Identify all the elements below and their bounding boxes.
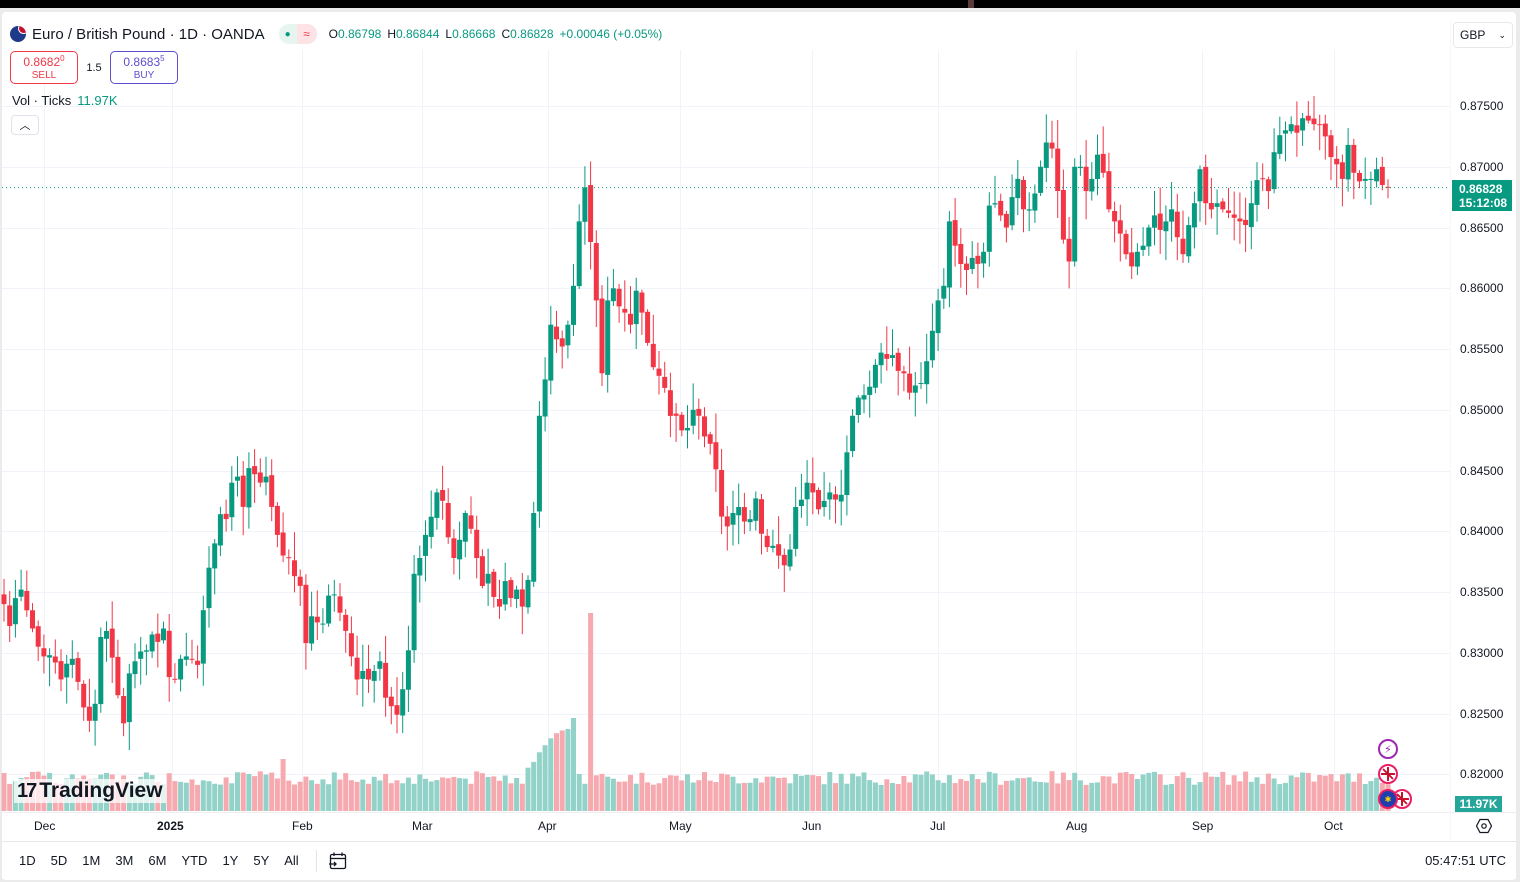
tradingview-logo[interactable]: 17 TradingView xyxy=(14,779,166,803)
change-value: +0.00046 (+0.05%) xyxy=(559,27,663,41)
uk-flag-icon xyxy=(1395,792,1409,806)
price-axis-label: 0.82500 xyxy=(1460,706,1504,721)
price-axis-label: 0.84000 xyxy=(1460,524,1504,539)
candles xyxy=(1,96,1391,751)
range-button-6m[interactable]: 6M xyxy=(148,853,167,868)
uk-flag-icon xyxy=(1381,767,1395,781)
price-axis-label: 0.83000 xyxy=(1460,645,1504,660)
close-value: 0.86828 xyxy=(510,27,554,41)
volume-legend[interactable]: Vol · Ticks 11.97K xyxy=(12,93,118,108)
time-axis-label: May xyxy=(669,819,692,833)
sell-label: SELL xyxy=(31,70,57,81)
price-axis-label: 0.84500 xyxy=(1460,463,1504,478)
time-axis-label: Sep xyxy=(1192,819,1214,833)
tradingview-logo-text: TradingView xyxy=(39,779,163,802)
currency-value: GBP xyxy=(1460,28,1486,42)
time-axis-label: 2025 xyxy=(157,819,184,833)
toolbar-divider xyxy=(315,849,317,872)
time-axis-label: Jul xyxy=(930,819,946,833)
time-axis-label: Mar xyxy=(412,819,433,833)
price-axis-label: 0.87000 xyxy=(1460,159,1504,174)
eur-gbp-flag-icon xyxy=(10,26,26,42)
range-button-1y[interactable]: 1Y xyxy=(222,853,239,868)
chevron-up-icon: ︿ xyxy=(19,119,31,132)
high-value: 0.86844 xyxy=(396,27,440,41)
sell-price-pipette: 0 xyxy=(60,54,65,63)
symbol-legend: Euro / British Pound · 1D · OANDA ● ≈ O0… xyxy=(10,24,662,44)
range-button-1m[interactable]: 1M xyxy=(82,853,101,868)
time-axis-label: Dec xyxy=(34,819,56,833)
price-axis-label: 0.83500 xyxy=(1460,585,1504,599)
buy-button[interactable]: 0.86835 BUY xyxy=(110,51,178,84)
chart-panel xyxy=(2,12,1516,880)
range-button-all[interactable]: All xyxy=(284,853,299,868)
utc-clock[interactable]: 05:47:51 UTC xyxy=(1425,853,1506,868)
time-axis-label: Aug xyxy=(1066,819,1088,833)
time-axis-label: Feb xyxy=(292,819,313,833)
open-label: O xyxy=(328,27,338,41)
open-value: 0.86798 xyxy=(337,27,382,41)
low-value: 0.86668 xyxy=(452,27,496,41)
top-bar-marker xyxy=(968,0,974,8)
bar-countdown: 15:12:08 xyxy=(1459,196,1508,210)
range-button-ytd[interactable]: YTD xyxy=(181,853,208,868)
high-label: H xyxy=(387,27,396,41)
eu-stars-icon: ✱ xyxy=(1384,794,1392,804)
volume-legend-value: 11.97K xyxy=(77,93,118,108)
lightning-event-icon[interactable]: ⚡ xyxy=(1378,739,1398,759)
sell-button[interactable]: 0.86820 SELL xyxy=(10,51,78,84)
market-open-dot-icon: ● xyxy=(284,28,291,40)
ohlc-values: O0.86798 H0.86844 L0.86668 C0.86828 +0.0… xyxy=(329,27,663,41)
eu-event-icon[interactable]: ✱ xyxy=(1378,789,1398,809)
window-top-bar xyxy=(0,0,1520,8)
collapse-legend-button[interactable]: ︿ xyxy=(11,115,39,135)
price-axis-label: 0.85500 xyxy=(1460,342,1504,356)
market-status-pill[interactable]: ● ≈ xyxy=(278,24,317,44)
price-axis-label: 0.82000 xyxy=(1460,767,1504,782)
spread-value: 1.5 xyxy=(86,61,102,74)
price-axis-label: 0.87500 xyxy=(1460,99,1504,113)
range-button-5d[interactable]: 5D xyxy=(50,853,68,868)
range-button-1d[interactable]: 1D xyxy=(19,853,36,868)
close-label: C xyxy=(501,27,511,41)
buy-price-pipette: 5 xyxy=(160,54,165,63)
volume-badge: 11.97K xyxy=(1455,796,1502,812)
date-range-buttons: 1D 5D 1M 3M 6M YTD 1Y 5Y All xyxy=(2,849,302,872)
time-axis-label: Oct xyxy=(1324,819,1343,833)
price-axis-label: 0.86000 xyxy=(1460,281,1504,296)
buy-price: 0.8683 xyxy=(123,55,161,69)
time-axis-label: Apr xyxy=(538,819,557,833)
price-axis-label: 0.86500 xyxy=(1460,220,1504,235)
buy-label: BUY xyxy=(133,70,155,81)
volume-legend-label: Vol · Ticks xyxy=(12,93,72,108)
chevron-down-icon: ⌄ xyxy=(1498,29,1506,40)
time-axis-label: Jun xyxy=(802,819,822,833)
range-button-3m[interactable]: 3M xyxy=(115,853,134,868)
price-axis-label: 0.85000 xyxy=(1460,402,1504,417)
uk-event-icon[interactable] xyxy=(1378,764,1398,784)
last-price-value: 0.86828 xyxy=(1459,182,1503,196)
symbol-title[interactable]: Euro / British Pound · 1D · OANDA xyxy=(32,25,265,43)
chart-settings-icon[interactable] xyxy=(1475,818,1493,834)
delayed-data-icon: ≈ xyxy=(296,24,317,44)
trade-buttons: 0.86820 SELL 1.5 0.86835 BUY xyxy=(10,51,178,84)
sell-price: 0.8682 xyxy=(23,55,61,69)
currency-select[interactable]: GBP ⌄ xyxy=(1453,22,1513,48)
last-price-label: 0.86828 15:12:08 xyxy=(1452,180,1512,211)
tradingview-logo-icon: 17 xyxy=(17,779,37,802)
bottom-toolbar: 1D 5D 1M 3M 6M YTD 1Y 5Y All 05:47:51 UTC xyxy=(2,841,1516,879)
low-label: L xyxy=(445,27,453,41)
volume-bars xyxy=(1,613,1391,811)
range-button-5y[interactable]: 5Y xyxy=(253,853,270,868)
goto-date-calendar-icon[interactable] xyxy=(327,850,349,872)
grid-lines xyxy=(2,50,1450,812)
